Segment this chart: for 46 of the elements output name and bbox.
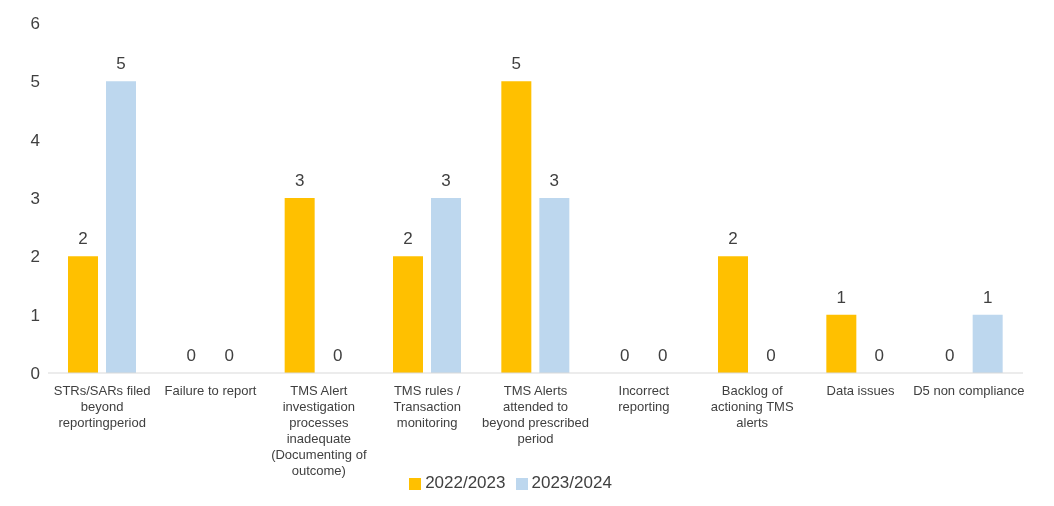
data-label: 2 — [728, 229, 738, 249]
y-tick-label: 2 — [30, 247, 40, 267]
y-tick-label: 3 — [30, 189, 40, 209]
x-tick-label: Incorrect reporting — [618, 383, 670, 414]
x-tick-label: TMS Alert investigation processes inadequate (Documenting of outcome) — [271, 383, 367, 478]
data-label: 5 — [116, 54, 126, 74]
legend-label: 2022/2023 — [425, 473, 506, 492]
x-tick-label: TMS Alerts attended to beyond prescribed period — [482, 383, 589, 446]
x-tick-label: Backlog of actioning TMS alerts — [710, 383, 794, 430]
data-label: 2 — [78, 229, 88, 249]
data-label: 0 — [657, 345, 668, 365]
y-tick-label: 6 — [30, 14, 40, 34]
x-tick-label: TMS rules / Transaction monitoring — [393, 383, 461, 430]
legend-label: 2023/2024 — [531, 473, 612, 492]
data-label: 0 — [619, 345, 630, 365]
data-label: 2 — [403, 229, 413, 249]
y-tick-label: 0 — [30, 364, 40, 384]
y-tick-label: 5 — [30, 72, 40, 92]
data-label: 0 — [766, 345, 776, 365]
bar — [284, 198, 315, 373]
data-label: 0 — [874, 345, 885, 365]
data-label: 0 — [332, 345, 343, 365]
x-tick-label: Failure to report — [164, 383, 257, 398]
data-label: 5 — [511, 54, 522, 74]
data-label: 1 — [836, 287, 847, 307]
bar — [431, 198, 461, 373]
bar — [826, 314, 857, 373]
x-tick-label: Data issues — [826, 383, 895, 398]
data-label: 0 — [944, 345, 955, 365]
y-tick-label: 1 — [30, 305, 40, 325]
bar — [393, 256, 423, 373]
x-tick-label: STRs/SARs filed beyond reportingperiod — [53, 383, 151, 430]
data-label: 1 — [982, 287, 993, 307]
data-label: 3 — [549, 171, 560, 190]
bar — [106, 81, 136, 373]
data-label: 0 — [224, 345, 235, 365]
bar — [68, 256, 98, 373]
data-label: 3 — [441, 171, 451, 190]
bar — [718, 256, 748, 373]
data-label: 3 — [294, 171, 305, 190]
x-tick-label: D5 non compliance — [913, 383, 1025, 398]
y-tick-label: 4 — [30, 130, 40, 150]
data-label: 0 — [186, 345, 197, 365]
bar — [539, 198, 570, 373]
bar — [501, 81, 532, 373]
bar — [972, 314, 1003, 373]
